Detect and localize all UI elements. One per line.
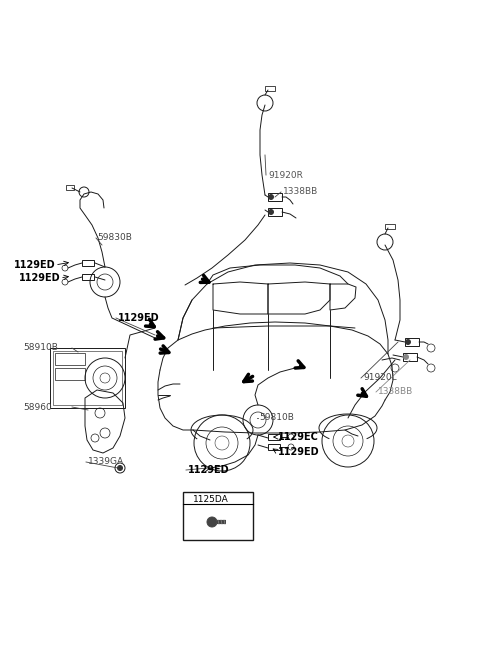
Text: 91920R: 91920R xyxy=(268,171,303,180)
Text: 1129ED: 1129ED xyxy=(19,273,60,283)
Text: 1338BB: 1338BB xyxy=(378,388,413,396)
Bar xyxy=(268,434,280,440)
Text: 1129ED: 1129ED xyxy=(118,313,160,323)
Bar xyxy=(55,353,85,365)
Text: 58960: 58960 xyxy=(23,403,52,411)
Circle shape xyxy=(405,339,411,345)
Circle shape xyxy=(268,194,274,200)
Text: 1129ED: 1129ED xyxy=(278,447,320,457)
Bar xyxy=(183,492,253,540)
Bar xyxy=(53,351,122,405)
Text: 1339GA: 1339GA xyxy=(88,457,124,466)
Circle shape xyxy=(207,517,217,527)
Circle shape xyxy=(118,466,122,470)
Circle shape xyxy=(403,354,409,360)
Text: 1129ED: 1129ED xyxy=(188,465,229,475)
Text: 59830B: 59830B xyxy=(97,234,132,243)
Text: 58910B: 58910B xyxy=(23,344,58,352)
Text: 1338BB: 1338BB xyxy=(283,188,318,197)
Text: 1125DA: 1125DA xyxy=(193,495,229,504)
Text: 91920L: 91920L xyxy=(363,373,396,382)
Text: 59810B: 59810B xyxy=(259,413,294,422)
Bar xyxy=(265,86,275,91)
Circle shape xyxy=(268,209,274,215)
Text: 1129EC: 1129EC xyxy=(278,432,319,442)
Bar xyxy=(82,274,94,280)
Bar xyxy=(268,444,280,450)
Bar xyxy=(55,368,85,380)
Bar xyxy=(50,348,125,408)
Bar xyxy=(268,193,282,201)
Bar xyxy=(66,185,74,190)
Bar xyxy=(403,353,417,361)
Bar xyxy=(405,338,419,346)
Text: 1129ED: 1129ED xyxy=(14,260,56,270)
Bar xyxy=(268,208,282,216)
Bar xyxy=(385,224,395,229)
Bar xyxy=(82,260,94,266)
